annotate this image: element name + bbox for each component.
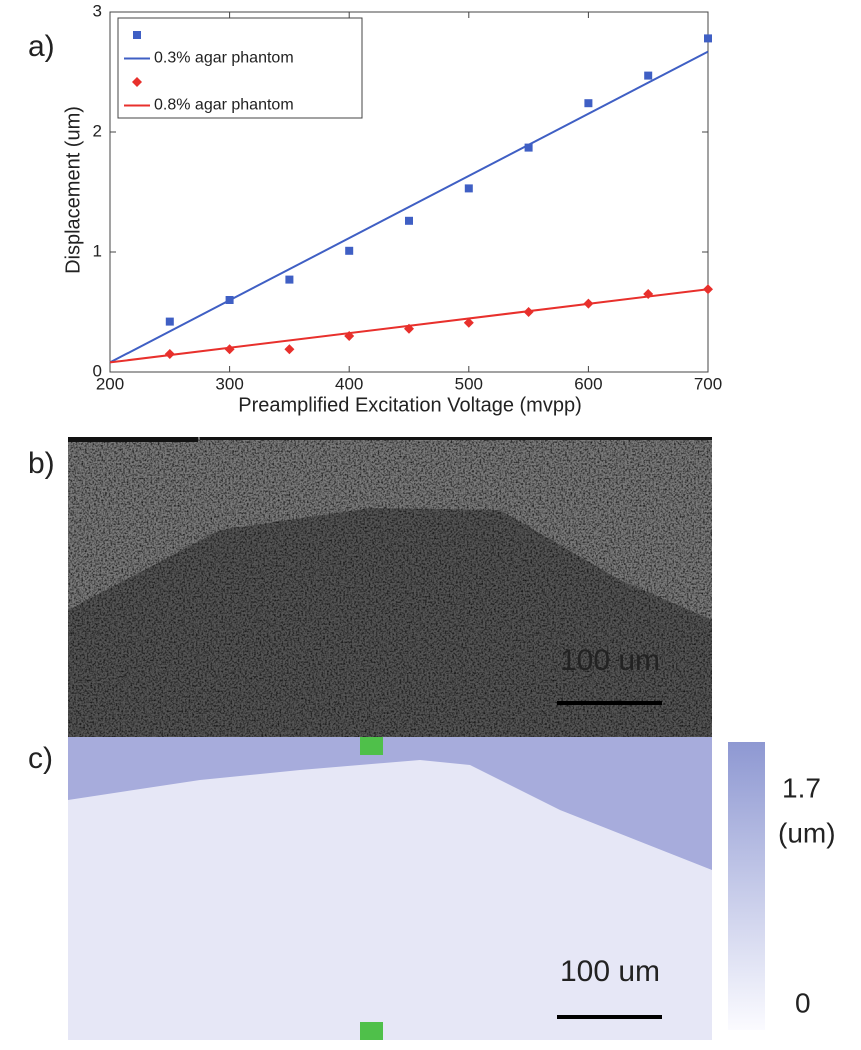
y-tick-label: 2 <box>93 121 102 140</box>
data-point <box>164 349 175 359</box>
data-point <box>704 34 712 43</box>
legend-label: 0.8% agar phantom <box>154 97 294 114</box>
scale-bar-label: 100 um <box>560 955 660 988</box>
image-c: 100 um 1.7 (um) 0 <box>68 737 836 1040</box>
data-point <box>644 71 653 80</box>
chart: Preamplified Excitation Voltage (mvpp) D… <box>62 1 722 416</box>
data-point <box>584 99 593 108</box>
fit-line <box>109 50 709 364</box>
legend-marker <box>133 31 141 39</box>
colorbar-unit: (um) <box>778 817 836 848</box>
image-b: 100 um <box>68 437 712 737</box>
colorbar <box>728 742 765 1030</box>
panel-label: c) <box>28 742 53 775</box>
x-tick-label: 600 <box>574 374 602 393</box>
x-tick-label: 300 <box>215 374 243 393</box>
data-point <box>464 184 473 193</box>
data-point <box>463 317 474 328</box>
y-tick-label: 1 <box>93 241 102 260</box>
x-axis-label: Preamplified Excitation Voltage (mvpp) <box>238 394 582 416</box>
panel-label: a) <box>28 30 55 63</box>
legend-box <box>117 17 363 119</box>
scale-bar-label: 100 um <box>560 644 660 677</box>
x-tick-label: 500 <box>455 374 483 393</box>
data-point <box>345 246 354 255</box>
colorbar-max: 1.7 <box>782 772 821 803</box>
legend: 0.3% agar phantom 0.8% agar phantom <box>117 17 363 119</box>
data-point <box>165 317 174 326</box>
legend-marker <box>132 77 142 87</box>
fit-line <box>109 288 709 364</box>
x-tick-label: 200 <box>96 374 124 393</box>
panel-label: b) <box>28 447 55 480</box>
data-point <box>284 344 295 355</box>
x-tick-label: 400 <box>335 374 363 393</box>
x-tick-label: 700 <box>694 374 722 393</box>
legend-label: 0.3% agar phantom <box>154 50 294 67</box>
colorbar-min: 0 <box>795 987 811 1018</box>
y-axis-label: Displacement (um) <box>62 106 84 274</box>
data-point <box>405 216 413 225</box>
data-point <box>524 143 533 152</box>
y-tick-label: 3 <box>93 1 102 20</box>
y-tick-label: 0 <box>93 361 102 380</box>
data-point <box>285 275 294 284</box>
